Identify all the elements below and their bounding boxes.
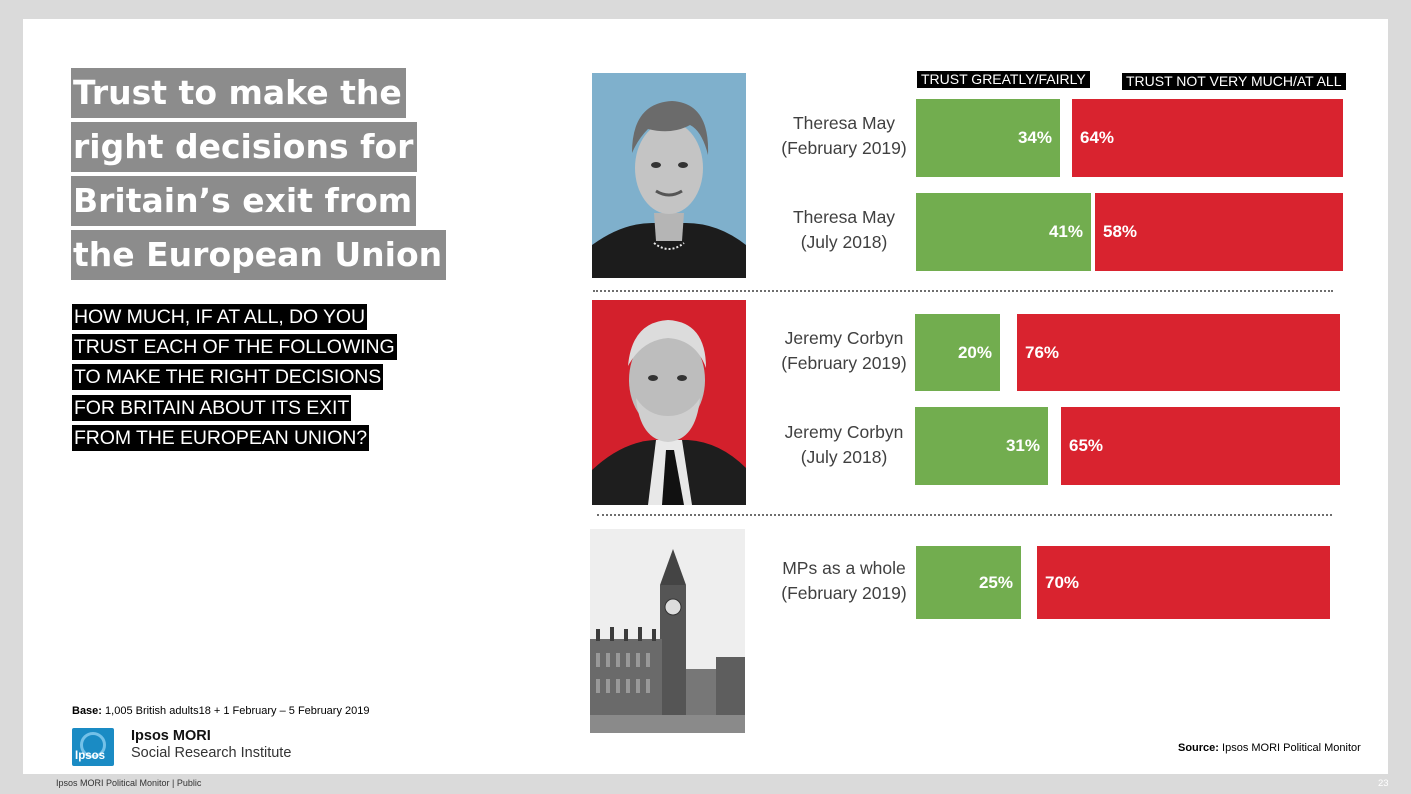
base-note: Base: 1,005 British adults18 + 1 Februar… xyxy=(72,705,370,717)
category-name: Theresa May xyxy=(792,207,896,227)
org-name: Ipsos MORI xyxy=(131,728,211,744)
title-line: the European Union xyxy=(71,230,447,280)
trust-bar: 20% xyxy=(915,314,1000,391)
trust-bar: 34% xyxy=(916,99,1060,177)
title-line: Britain’s exit from xyxy=(71,176,417,226)
row-divider xyxy=(597,514,1332,516)
theresa-may-photo xyxy=(592,73,746,278)
category-period: (February 2019) xyxy=(781,583,907,603)
distrust-bar: 76% xyxy=(1017,314,1340,391)
distrust-bar: 70% xyxy=(1037,546,1330,619)
ipsos-logo-icon: Ipsos xyxy=(72,728,114,766)
question-text: HOW MUCH, IF AT ALL, DO YOU TRUST EACH O… xyxy=(72,304,397,455)
jeremy-corbyn-photo xyxy=(592,300,746,505)
question-line: FOR BRITAIN ABOUT ITS EXIT xyxy=(72,394,352,421)
data-label: 41% xyxy=(1048,222,1083,241)
category-label: Theresa May (July 2018) xyxy=(759,205,929,255)
page-number: 23 xyxy=(1378,778,1389,789)
category-name: Jeremy Corbyn xyxy=(784,328,904,348)
distrust-bar: 58% xyxy=(1095,193,1343,271)
title-line: right decisions for xyxy=(71,122,418,172)
parliament-photo xyxy=(590,529,745,733)
data-label: 64% xyxy=(1080,128,1115,147)
data-label: 25% xyxy=(978,572,1013,592)
question-line: HOW MUCH, IF AT ALL, DO YOU xyxy=(72,304,367,330)
data-label: 76% xyxy=(1025,342,1060,362)
category-name: Jeremy Corbyn xyxy=(784,422,904,442)
category-label: Jeremy Corbyn (February 2019) xyxy=(759,326,929,376)
data-label: 34% xyxy=(1017,128,1052,147)
category-label: MPs as a whole (February 2019) xyxy=(759,556,929,606)
category-name: Theresa May xyxy=(792,113,896,133)
legend-trust: TRUST GREATLY/FAIRLY xyxy=(917,71,1090,88)
legend-distrust: TRUST NOT VERY MUCH/AT ALL xyxy=(1122,73,1346,90)
distrust-bar: 65% xyxy=(1061,407,1340,485)
category-label: Theresa May (February 2019) xyxy=(759,111,929,161)
category-period: (February 2019) xyxy=(781,138,907,158)
question-line: TRUST EACH OF THE FOLLOWING xyxy=(72,334,397,361)
category-period: (July 2018) xyxy=(800,232,888,252)
data-label: 70% xyxy=(1045,572,1080,592)
category-name: MPs as a whole xyxy=(782,558,906,578)
category-period: (July 2018) xyxy=(800,447,888,467)
data-label: 31% xyxy=(1005,436,1040,455)
trust-bar: 25% xyxy=(916,546,1021,619)
data-label: 58% xyxy=(1103,222,1138,241)
category-label: Jeremy Corbyn (July 2018) xyxy=(759,420,929,470)
row-divider xyxy=(593,290,1333,292)
category-period: (February 2019) xyxy=(781,353,907,373)
data-label: 65% xyxy=(1069,436,1104,455)
source-note: Source: Ipsos MORI Political Monitor xyxy=(1178,742,1361,754)
question-line: FROM THE EUROPEAN UNION? xyxy=(72,424,370,451)
trust-bar: 41% xyxy=(916,193,1091,271)
trust-bar: 31% xyxy=(915,407,1048,485)
distrust-bar: 64% xyxy=(1072,99,1343,177)
footer-text: Ipsos MORI Political Monitor | Public xyxy=(56,778,202,788)
data-label: 20% xyxy=(957,342,992,362)
org-subtitle: Social Research Institute xyxy=(131,745,292,761)
title-line: Trust to make the xyxy=(71,68,406,118)
question-line: TO MAKE THE RIGHT DECISIONS xyxy=(72,364,384,391)
slide-title: Trust to make the right decisions for Br… xyxy=(71,68,447,284)
slide: Trust to make the right decisions for Br… xyxy=(23,19,1388,774)
